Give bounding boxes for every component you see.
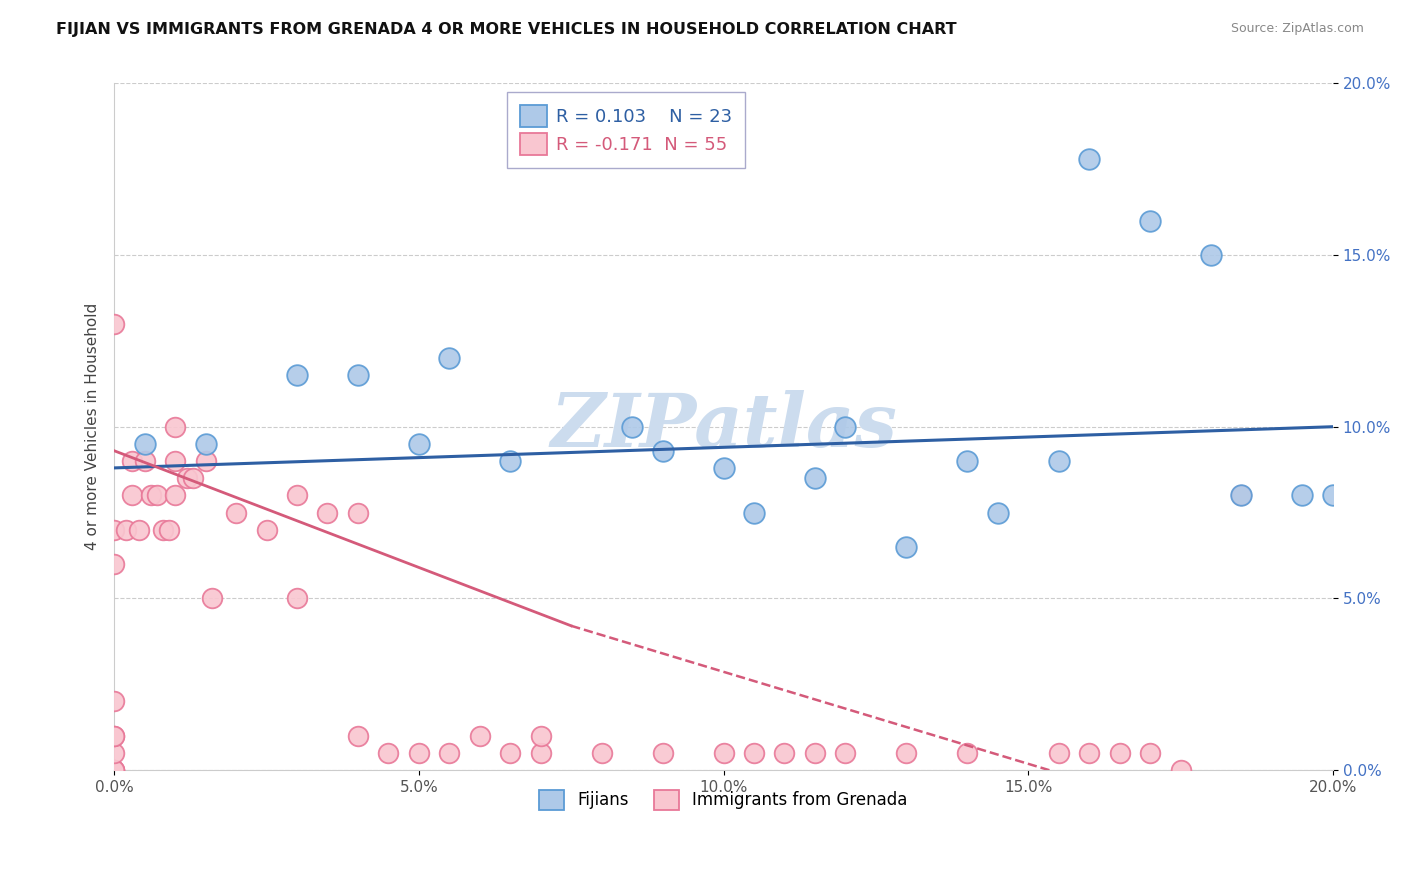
Point [103, 763, 125, 777]
Point [285, 368, 308, 383]
Point [956, 454, 979, 468]
Point [896, 746, 918, 760]
Legend: Fijians, Immigrants from Grenada: Fijians, Immigrants from Grenada [526, 776, 921, 823]
Y-axis label: 4 or more Vehicles in Household: 4 or more Vehicles in Household [86, 303, 100, 550]
Point [530, 729, 553, 743]
Point [121, 454, 143, 468]
Point [285, 591, 308, 606]
Point [742, 506, 765, 520]
Point [128, 523, 150, 537]
Point [1199, 248, 1222, 262]
Point [1291, 488, 1313, 502]
Point [103, 746, 125, 760]
Point [713, 746, 735, 760]
Point [621, 419, 644, 434]
Point [651, 746, 673, 760]
Point [103, 763, 125, 777]
Point [468, 729, 491, 743]
Point [1170, 763, 1192, 777]
Point [194, 454, 217, 468]
Point [1078, 152, 1101, 166]
Point [165, 419, 187, 434]
Point [225, 506, 247, 520]
Point [804, 746, 827, 760]
Point [1230, 488, 1253, 502]
Point [134, 454, 156, 468]
Point [139, 488, 162, 502]
Point [408, 437, 430, 451]
Point [439, 746, 461, 760]
Point [256, 523, 278, 537]
Point [773, 746, 796, 760]
Point [1078, 746, 1101, 760]
Point [103, 694, 125, 708]
Point [896, 540, 918, 554]
Point [103, 729, 125, 743]
Point [347, 729, 370, 743]
Point [316, 506, 339, 520]
Point [439, 351, 461, 365]
Point [194, 437, 217, 451]
Point [651, 443, 673, 458]
Point [103, 523, 125, 537]
Point [987, 506, 1010, 520]
Point [285, 488, 308, 502]
Point [165, 454, 187, 468]
Point [1047, 746, 1070, 760]
Point [530, 746, 553, 760]
Point [201, 591, 224, 606]
Point [408, 746, 430, 760]
Point [1230, 488, 1253, 502]
Point [157, 523, 180, 537]
Point [103, 729, 125, 743]
Point [165, 488, 187, 502]
Text: Source: ZipAtlas.com: Source: ZipAtlas.com [1230, 22, 1364, 36]
Point [713, 461, 735, 475]
Point [347, 506, 370, 520]
Point [1108, 746, 1130, 760]
Point [956, 746, 979, 760]
Point [834, 746, 856, 760]
Point [1047, 454, 1070, 468]
Point [1322, 488, 1344, 502]
Point [1139, 746, 1161, 760]
Point [834, 419, 856, 434]
Point [499, 454, 522, 468]
Point [742, 746, 765, 760]
Point [347, 368, 370, 383]
Point [804, 471, 827, 485]
Point [377, 746, 399, 760]
Point [103, 763, 125, 777]
Point [146, 488, 169, 502]
Point [176, 471, 198, 485]
Point [1139, 213, 1161, 227]
Text: ZIPatlas: ZIPatlas [550, 391, 897, 463]
Point [499, 746, 522, 760]
Point [115, 523, 138, 537]
Point [103, 317, 125, 331]
Point [152, 523, 174, 537]
Point [121, 488, 143, 502]
Point [591, 746, 613, 760]
Point [134, 437, 156, 451]
Point [183, 471, 205, 485]
Text: FIJIAN VS IMMIGRANTS FROM GRENADA 4 OR MORE VEHICLES IN HOUSEHOLD CORRELATION CH: FIJIAN VS IMMIGRANTS FROM GRENADA 4 OR M… [56, 22, 957, 37]
Point [103, 557, 125, 571]
